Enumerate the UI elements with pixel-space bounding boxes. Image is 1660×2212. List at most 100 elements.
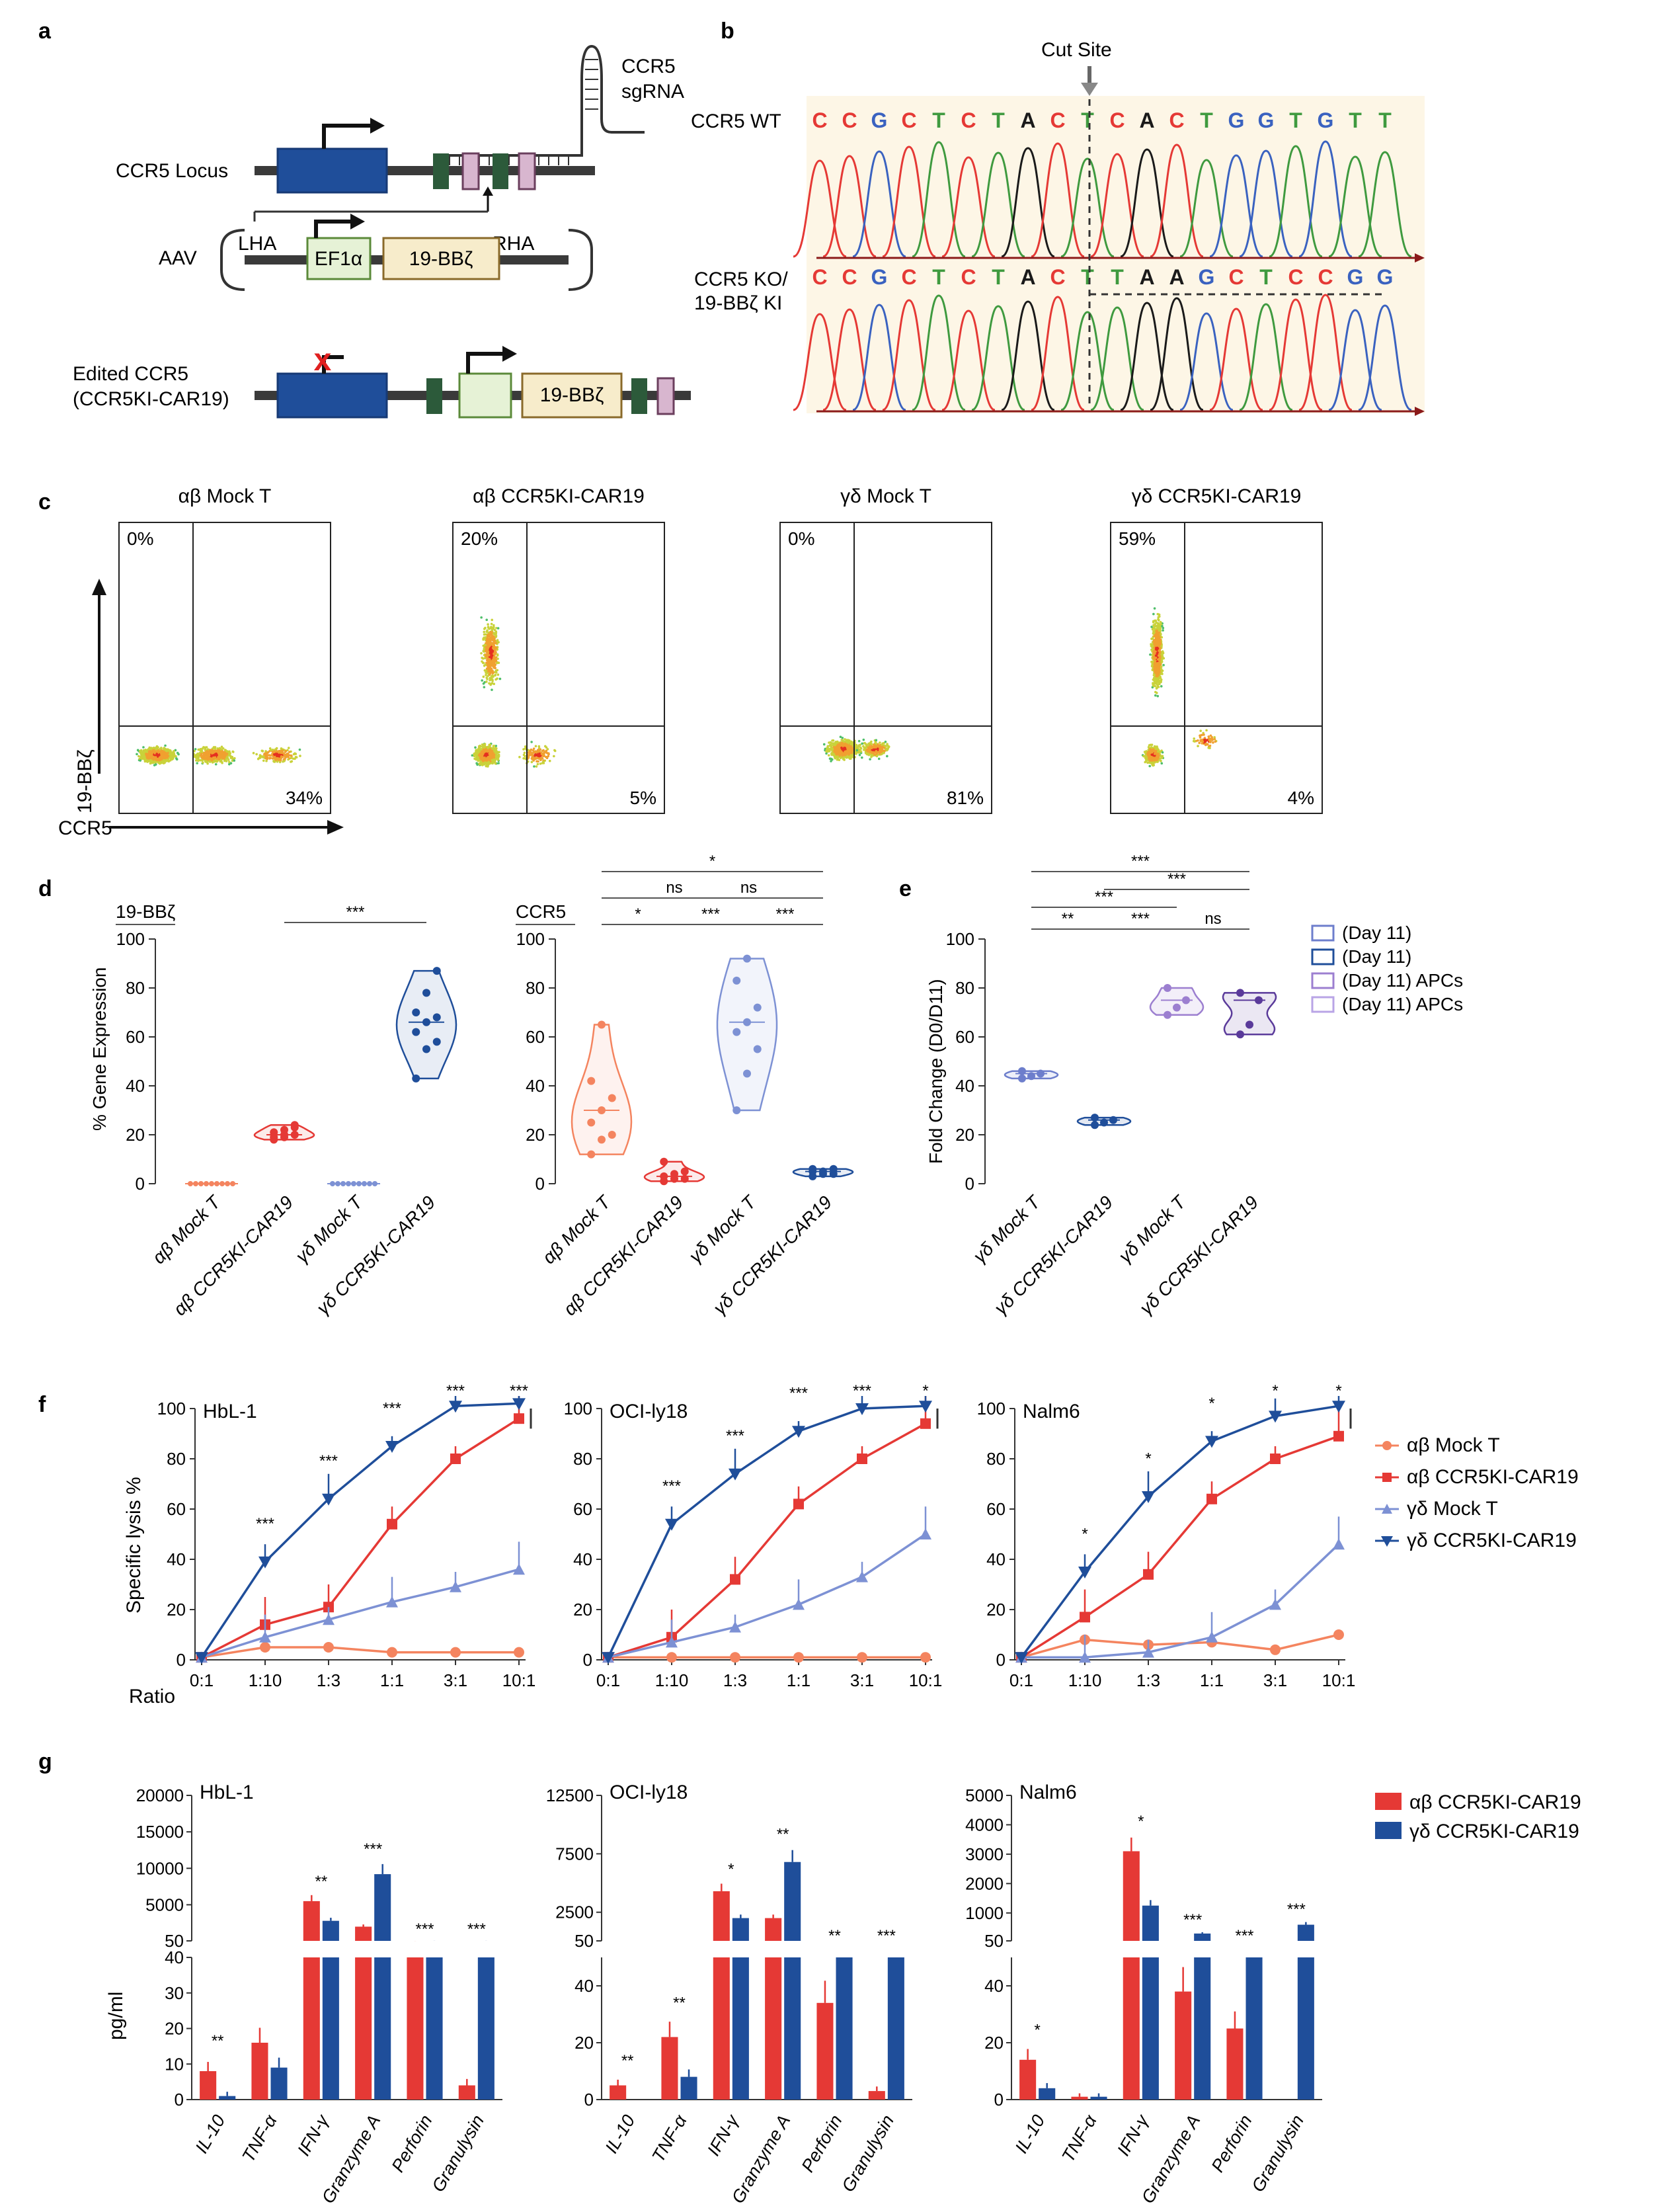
edited-ef1a-box (458, 372, 512, 419)
flow-event-dot (492, 665, 494, 668)
flow-event-dot (832, 754, 836, 757)
flow-event-dot (836, 758, 839, 761)
flow-event-dot (482, 762, 485, 765)
flow-event-dot (218, 754, 221, 757)
flow-event-dot (231, 759, 234, 762)
flow-event-dot (822, 743, 826, 746)
flow-event-dot (481, 660, 483, 663)
base-letter: A (1020, 108, 1035, 132)
flow-event-dot (841, 739, 844, 742)
flow-event-dot (534, 745, 537, 748)
flow-event-dot (486, 678, 489, 680)
flow-event-dot (491, 672, 494, 675)
flow-event-dot (162, 751, 165, 755)
flow-event-dot (855, 744, 858, 747)
flow-event-dot (844, 750, 847, 753)
trace-peak (793, 313, 847, 411)
base-letter: G (1228, 108, 1245, 132)
flow-event-dot (1151, 750, 1154, 753)
flow-event-dot (532, 754, 534, 757)
flow-event-dot (224, 749, 227, 752)
flow-event-dot (494, 634, 498, 637)
flow-event-dot (496, 758, 500, 761)
flow-event-dot (883, 747, 886, 749)
base-letter: C (901, 265, 916, 289)
flow-event-dot (215, 749, 218, 753)
flow-event-dot (1144, 760, 1146, 764)
flow-event-dot (219, 747, 222, 751)
flow-event-dot (1152, 761, 1155, 764)
flow-event-dot (175, 757, 178, 760)
base-letter: T (1200, 108, 1213, 132)
flow-event-dot (159, 756, 163, 758)
flow-event-dot (861, 742, 863, 745)
locus-exon1 (276, 147, 388, 194)
trace-peak (882, 299, 936, 411)
base-letter: C (812, 108, 827, 132)
edited-arrowhead (502, 346, 517, 362)
flow-event-dot (840, 747, 843, 749)
flow-lower-right-percent: 34% (286, 788, 323, 808)
trace-peak (822, 155, 877, 258)
trace-peak (1031, 142, 1085, 258)
flow-event-dot (258, 757, 262, 759)
flow-event-dot (869, 758, 871, 760)
flow-event-dot (491, 618, 494, 622)
flow-lower-right-percent: 81% (947, 788, 984, 808)
base-letter: G (871, 265, 888, 289)
flow-event-dot (1142, 755, 1145, 758)
flow-event-dot (494, 674, 496, 677)
flow-event-dot (884, 740, 887, 743)
flow-event-dot (871, 754, 874, 757)
flow-event-dot (255, 753, 258, 756)
flow-event-dot (471, 754, 474, 757)
flow-event-dot (280, 747, 283, 751)
flow-event-dot (861, 756, 863, 759)
flow-event-dot (149, 759, 153, 762)
flow-event-dot (539, 758, 542, 762)
base-letter: G (1377, 265, 1394, 289)
flow-event-dot (1148, 748, 1152, 751)
flow-event-dot (489, 649, 491, 651)
flow-event-dot (834, 751, 837, 754)
flow-event-dot (233, 759, 236, 762)
flow-event-dot (487, 641, 491, 645)
flow-event-dot (268, 757, 271, 760)
trace-peak (1209, 154, 1263, 258)
flow-event-dot (487, 633, 490, 636)
flow-event-dot (294, 757, 296, 760)
flow-event-dot (1157, 757, 1160, 759)
flow-event-dot (844, 743, 848, 746)
flow-event-dot (839, 749, 842, 753)
flow-event-dot (221, 752, 224, 755)
sgrna-label-line2: sgRNA (621, 81, 684, 102)
flow-event-dot (532, 751, 535, 754)
locus-exon4 (493, 153, 508, 189)
flow-event-dot (485, 752, 488, 755)
flow-event-dot (830, 752, 833, 755)
flow-event-dot (138, 755, 140, 758)
flow-upper-left-percent: 0% (127, 528, 153, 549)
base-letter: C (1228, 265, 1244, 289)
base-letter: G (1318, 108, 1334, 132)
locus-target-arrowhead (483, 186, 493, 196)
flow-event-dot (498, 677, 502, 680)
base-letter: G (871, 108, 888, 132)
flow-event-dot (276, 755, 279, 758)
panel-label-a: a (38, 19, 52, 44)
flow-event-dot (149, 749, 151, 753)
flow-event-dot (875, 750, 878, 753)
flow-event-dot (200, 753, 203, 755)
flow-event-dot (874, 746, 877, 749)
flow-event-dot (292, 753, 296, 756)
flow-event-dot (553, 749, 556, 752)
flow-event-dot (1158, 754, 1160, 757)
flow-event-dot (223, 751, 227, 754)
aav-itr-right (568, 229, 593, 291)
flow-event-dot (163, 755, 166, 758)
flow-event-dot (848, 739, 851, 742)
wt-baseline-arrow (1415, 253, 1425, 263)
flow-event-dot (492, 624, 495, 627)
